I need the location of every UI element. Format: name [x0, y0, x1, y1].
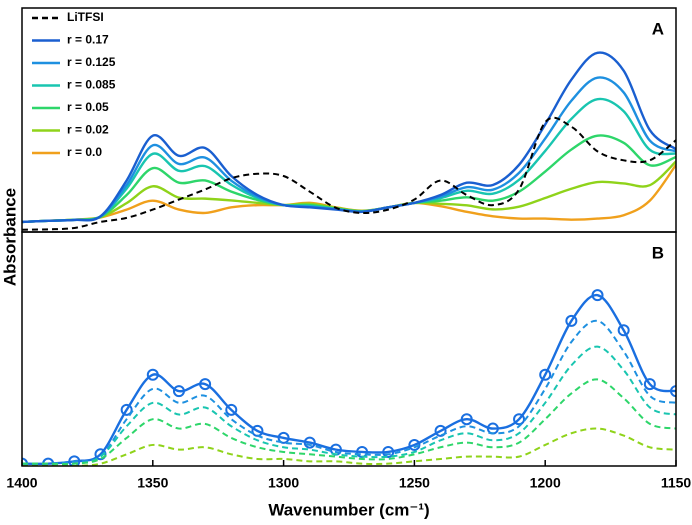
x-tick-label: 1300 [268, 475, 299, 491]
frame [21, 231, 677, 467]
data-point [513, 413, 526, 426]
panel-label: B [652, 243, 664, 262]
series-line [22, 51, 676, 224]
x-tick-label: 1400 [6, 475, 37, 491]
x-tick-label: 1350 [137, 475, 168, 491]
data-point [434, 424, 447, 437]
plot [22, 51, 676, 231]
series-line [22, 319, 676, 465]
series-line [22, 293, 676, 466]
legend-label: r = 0.125 [67, 55, 116, 69]
data-point [94, 448, 107, 461]
series-line [22, 116, 676, 231]
series-line [22, 97, 676, 224]
legend-label: LiTFSI [67, 10, 104, 24]
x-axis-label: Wavenumber (cm⁻¹) [268, 500, 429, 519]
data-point [120, 403, 133, 416]
series-line [22, 378, 676, 466]
data-point [539, 368, 552, 381]
x-tick-label: 1200 [530, 475, 561, 491]
data-point [225, 403, 238, 416]
legend-label: r = 0.085 [67, 78, 116, 92]
legend-label: r = 0.17 [67, 33, 109, 47]
data-point [617, 324, 630, 337]
legend-label: r = 0.02 [67, 123, 109, 137]
plot [22, 289, 676, 466]
data-point [643, 378, 656, 391]
x-tick-label: 1250 [399, 475, 430, 491]
x-tick-label: 1150 [661, 475, 692, 491]
y-axis-label: Absorbance [0, 188, 19, 286]
data-point [565, 314, 578, 327]
data-point [408, 438, 421, 451]
series-line [22, 427, 676, 466]
legend-label: r = 0.0 [67, 145, 102, 159]
legend-label: r = 0.05 [67, 100, 109, 114]
panel-label: A [652, 19, 664, 38]
series-line [22, 345, 676, 466]
